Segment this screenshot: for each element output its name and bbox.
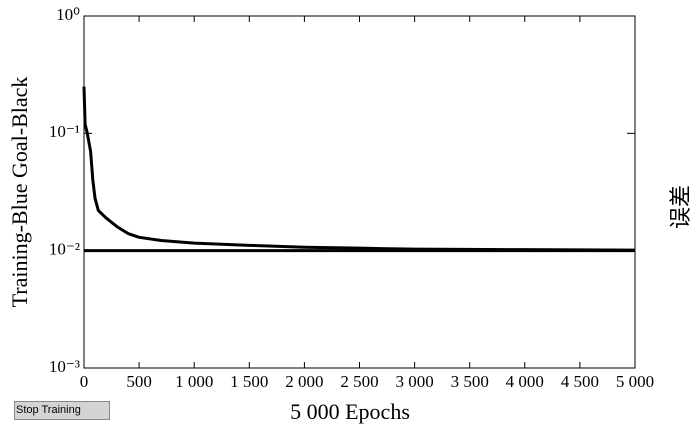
training-line	[82, 86, 636, 252]
y-tick-label: 10⁰	[56, 5, 80, 24]
x-tick-label: 3 000	[395, 372, 433, 391]
plot-frame	[83, 15, 636, 369]
stop-training-button[interactable]: Stop Training	[14, 401, 110, 420]
y-tick-label: 10⁻¹	[49, 122, 80, 141]
y-tick-label: 10⁻²	[49, 240, 80, 259]
x-tick-label: 4 000	[506, 372, 544, 391]
x-tick-label: 1 000	[175, 372, 213, 391]
x-tick-label: 3 500	[451, 372, 489, 391]
y-axis-label: Training-Blue Goal-Black	[7, 77, 32, 308]
x-tick-label: 0	[80, 372, 89, 391]
x-axis-label: 5 000 Epochs	[290, 399, 410, 424]
x-tick-label: 1 500	[230, 372, 268, 391]
x-tick-label: 4 500	[561, 372, 599, 391]
right-label: 误差	[668, 185, 693, 229]
x-tick-label: 500	[126, 372, 152, 391]
y-tick-label: 10⁻³	[49, 357, 80, 376]
x-tick-label: 2 000	[285, 372, 323, 391]
x-tick-label: 2 500	[340, 372, 378, 391]
x-tick-label: 5 000	[616, 372, 654, 391]
